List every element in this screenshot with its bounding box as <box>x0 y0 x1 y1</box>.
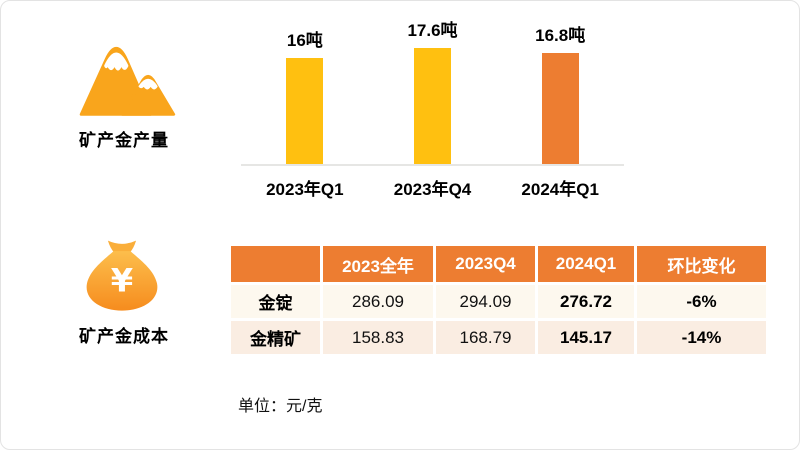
svg-text:¥: ¥ <box>111 261 133 299</box>
row-label-cell: 金精矿 <box>231 321 320 354</box>
value-cell: 158.83 <box>323 321 433 354</box>
value-cell: 294.09 <box>436 285 535 318</box>
value-cell: -14% <box>637 321 766 354</box>
table-row: 金精矿 158.83 168.79 145.17 -14% <box>231 321 766 354</box>
table-header-row: 2023全年 2023Q4 2024Q1 环比变化 <box>231 246 766 282</box>
bar <box>541 53 579 164</box>
bar-value-label: 16.8吨 <box>535 26 586 45</box>
table-header-cell: 环比变化 <box>637 246 766 282</box>
x-axis-label: 2023年Q4 <box>393 180 472 199</box>
x-axis-label: 2024年Q1 <box>521 180 599 199</box>
x-axis-label: 2023年Q1 <box>266 180 344 199</box>
bar-value-label: 16吨 <box>286 31 323 50</box>
bar-slot: 16吨 <box>241 16 369 164</box>
cost-section: ¥ 矿产金成本 <box>57 239 191 347</box>
bar-value-label: 17.6吨 <box>407 21 458 40</box>
production-title: 矿产金产量 <box>79 131 169 150</box>
cost-title: 矿产金成本 <box>79 327 169 346</box>
row-label-cell: 金锭 <box>231 285 320 318</box>
value-cell: -6% <box>637 285 766 318</box>
table-header-cell <box>231 246 320 282</box>
production-section: 矿产金产量 <box>56 31 192 151</box>
bars-area: 16吨 17.6吨 16.8吨 <box>241 16 624 164</box>
bar-slot: 16.8吨 <box>496 16 624 164</box>
bar <box>286 58 324 164</box>
table-row: 金锭 286.09 294.09 276.72 -6% <box>231 285 766 318</box>
value-cell: 286.09 <box>323 285 433 318</box>
cost-table-body: 金锭 286.09 294.09 276.72 -6% 金精矿 158.83 168.79 14… <box>231 285 766 354</box>
x-axis-labels: 2023年Q1 2023年Q4 2024年Q1 <box>241 175 624 200</box>
bar-chart: 16吨 17.6吨 16.8吨 2023年Q1 2023年Q4 2024年Q1 <box>241 16 624 206</box>
bar <box>414 48 451 164</box>
bar-slot: 17.6吨 <box>369 16 497 164</box>
cost-table: 2023全年 2023Q4 2024Q1 环比变化 金锭 286.09 294.09 276… <box>228 243 769 357</box>
x-axis-line <box>241 164 624 166</box>
value-cell: 145.17 <box>538 321 634 354</box>
table-header-cell: 2024Q1 <box>538 246 634 282</box>
unit-note: 单位：元/克 <box>238 398 323 415</box>
money-bag-icon: ¥ <box>86 240 158 311</box>
value-cell: 276.72 <box>538 285 634 318</box>
mountains-icon <box>79 46 176 116</box>
table-header-cell: 2023全年 <box>323 246 433 282</box>
table-header-cell: 2023Q4 <box>436 246 535 282</box>
value-cell: 168.79 <box>436 321 535 354</box>
